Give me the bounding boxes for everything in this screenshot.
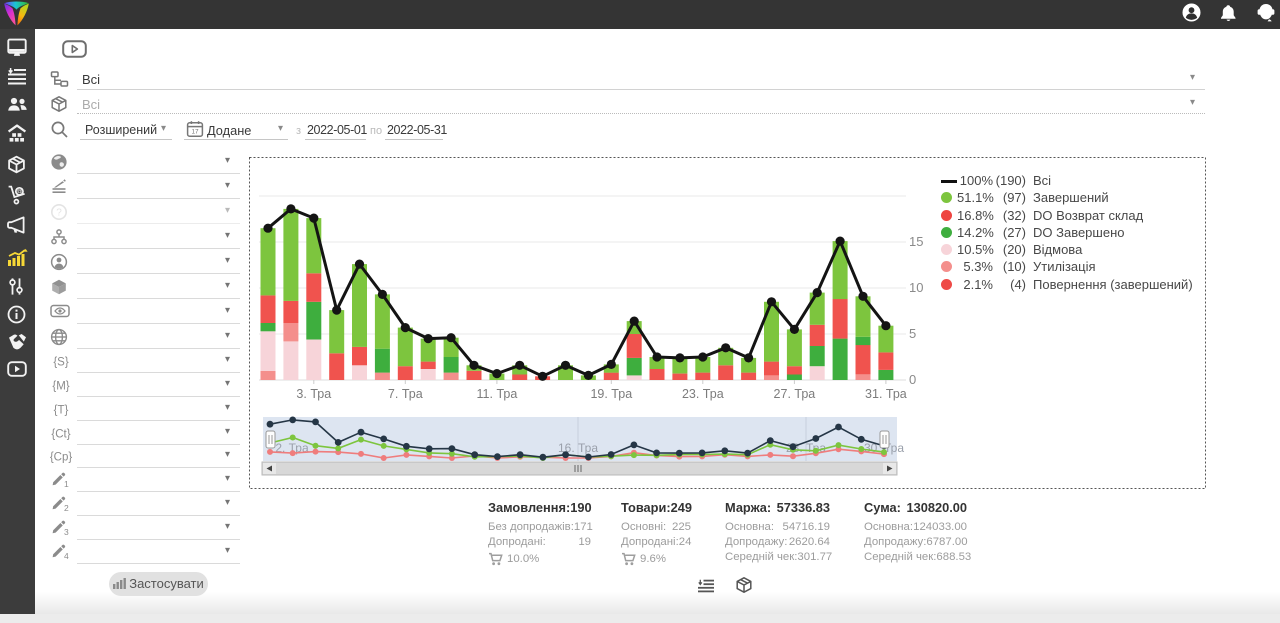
svg-text:3. Тра: 3. Тра — [296, 387, 331, 401]
svg-text:16. Тра: 16. Тра — [558, 441, 598, 455]
svg-text:19. Тра: 19. Тра — [590, 387, 632, 401]
svg-text:23. Тра: 23. Тра — [682, 387, 724, 401]
svg-text:4: 4 — [64, 551, 69, 561]
svg-text:17: 17 — [191, 129, 199, 136]
svg-text:?: ? — [56, 208, 62, 219]
svg-text:11. Тра: 11. Тра — [477, 387, 518, 401]
svg-text:@: @ — [16, 190, 22, 196]
svg-text:{T}: {T} — [54, 404, 69, 416]
svg-text:2: 2 — [64, 503, 69, 513]
svg-text:0: 0 — [909, 372, 916, 387]
svg-text:15: 15 — [909, 234, 923, 249]
svg-text:7. Тра: 7. Тра — [388, 387, 423, 401]
svg-text:27. Тра: 27. Тра — [774, 387, 816, 401]
svg-text:1: 1 — [64, 479, 69, 489]
svg-text:5: 5 — [909, 326, 916, 341]
svg-text:2. Тра: 2. Тра — [275, 441, 309, 455]
svg-text:{Ct}: {Ct} — [51, 428, 70, 440]
svg-text:3: 3 — [64, 527, 69, 537]
svg-text:31. Тра: 31. Тра — [865, 387, 907, 401]
svg-text:{M}: {M} — [52, 380, 69, 392]
svg-text:10: 10 — [909, 280, 923, 295]
svg-text:{S}: {S} — [53, 356, 69, 368]
svg-text:{Cp}: {Cp} — [50, 451, 72, 463]
